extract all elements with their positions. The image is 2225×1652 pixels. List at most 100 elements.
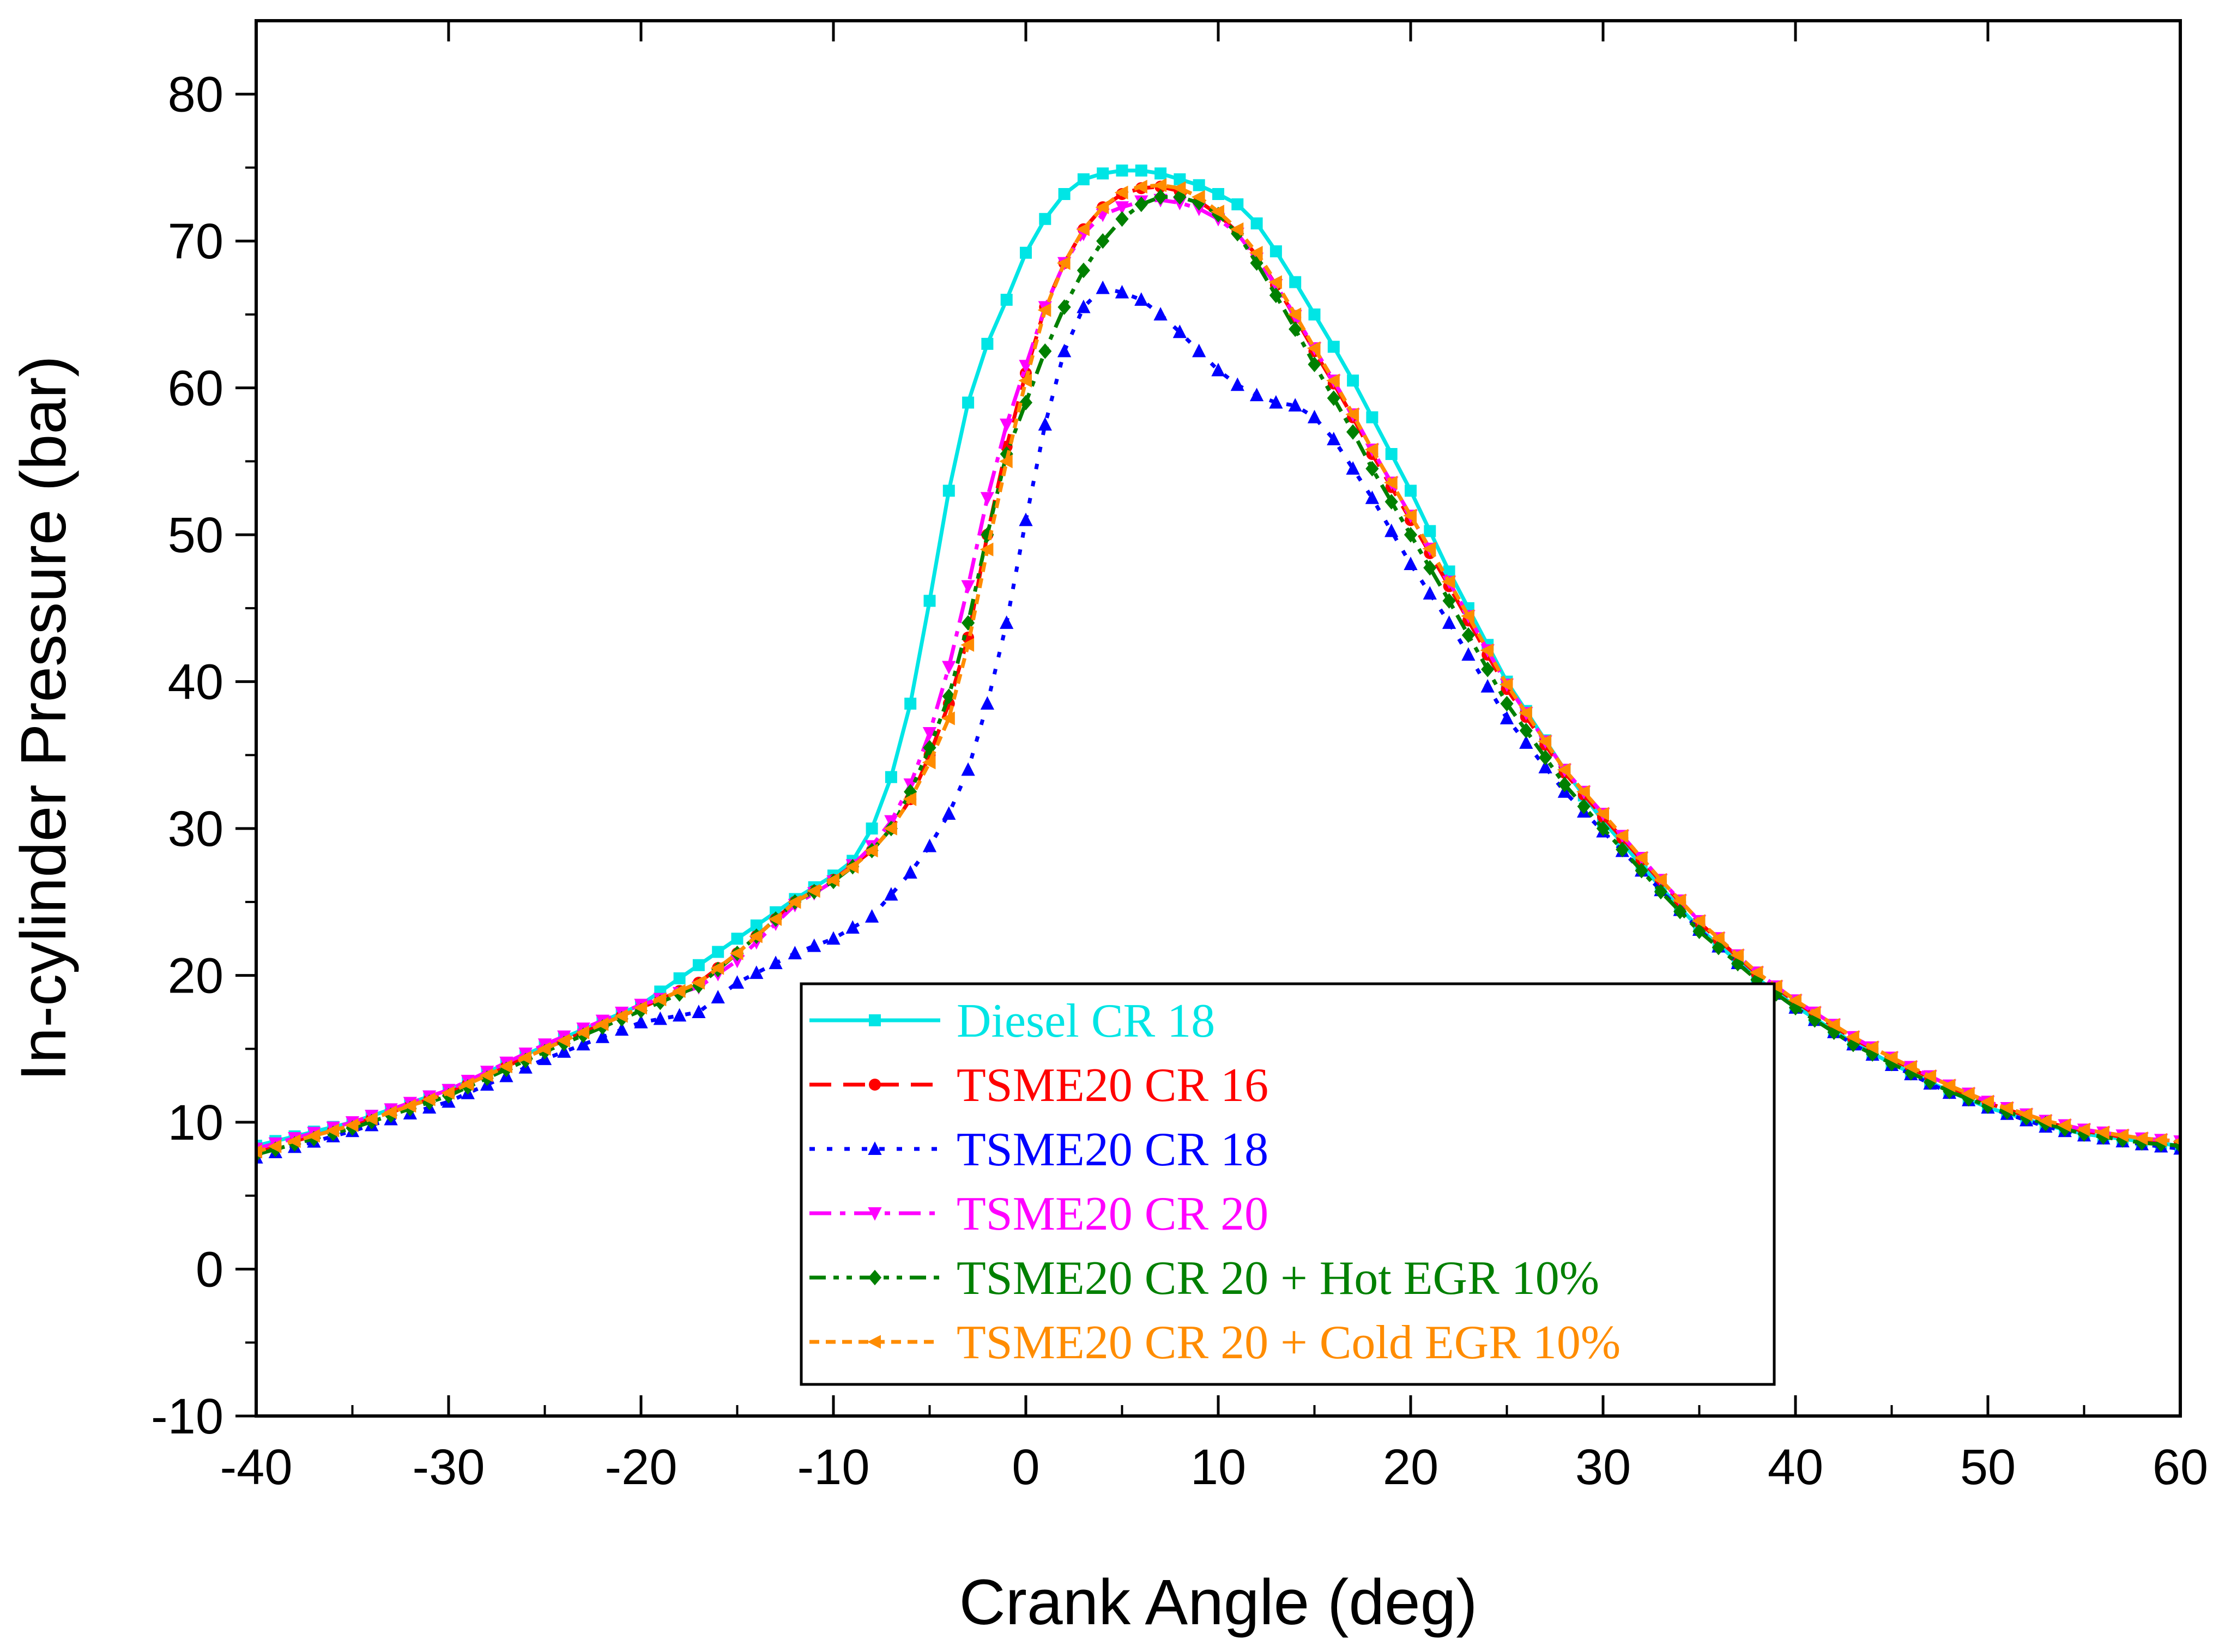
data-point (1289, 276, 1302, 288)
data-point (922, 838, 937, 852)
data-point (2134, 1131, 2148, 1146)
legend-marker (868, 1207, 882, 1221)
data-point (383, 1105, 397, 1120)
y-tick-label: 10 (168, 1095, 223, 1151)
data-point (731, 933, 743, 945)
legend-marker (869, 1014, 881, 1026)
data-point (1634, 851, 1648, 865)
x-axis-title: Crank Angle (deg) (959, 1566, 1477, 1638)
data-point (1481, 661, 1495, 677)
data-point (1327, 341, 1340, 353)
data-point (2038, 1114, 2052, 1128)
data-point (1654, 884, 1667, 900)
data-point (2057, 1118, 2071, 1133)
data-point (1672, 893, 1686, 907)
data-point (1884, 1050, 1898, 1065)
x-tick-label: 40 (1768, 1439, 1823, 1495)
data-point (1096, 233, 1110, 249)
data-point (923, 595, 936, 607)
legend-entry: TSME20 CR 20 + Cold EGR 10% (809, 1316, 1621, 1369)
data-point (1327, 390, 1340, 406)
data-point (1115, 201, 1129, 215)
data-point (1922, 1069, 1937, 1084)
data-point (1404, 527, 1418, 543)
data-point (576, 1025, 590, 1039)
data-point (999, 454, 1013, 469)
data-point (1365, 491, 1380, 504)
data-point (1211, 362, 1225, 377)
data-point (1153, 178, 1167, 192)
data-point (633, 1001, 647, 1015)
data-point (1423, 586, 1437, 600)
y-tick-label: 50 (168, 507, 223, 563)
data-point (1114, 185, 1128, 199)
data-point (712, 946, 724, 958)
data-point (1558, 776, 1571, 792)
data-point (499, 1060, 512, 1074)
series-tsme20-cr-20-cold-egr-10- (256, 178, 2180, 1159)
data-point (2096, 1125, 2109, 1140)
data-point (1903, 1060, 1917, 1074)
data-point (692, 1004, 706, 1018)
data-point (614, 1009, 628, 1023)
data-point (980, 492, 995, 506)
y-axis-title: In-cylinder Pressure (bar) (8, 355, 80, 1081)
data-point (1115, 285, 1129, 299)
data-point (866, 822, 878, 835)
data-point (1018, 373, 1032, 388)
data-point (1499, 677, 1513, 692)
data-point (1095, 200, 1109, 214)
legend-entry: Diesel CR 18 (809, 995, 1215, 1048)
data-point (1346, 461, 1360, 475)
data-point (904, 698, 917, 710)
data-point (1519, 706, 1532, 720)
data-point (1961, 1086, 1975, 1101)
data-point (845, 920, 860, 934)
data-point (1076, 222, 1090, 237)
data-point (615, 1022, 629, 1036)
data-point (1383, 475, 1398, 490)
data-point (479, 1068, 493, 1082)
data-point (749, 929, 763, 943)
data-point (1172, 324, 1187, 338)
data-point (1635, 863, 1648, 879)
data-point (441, 1086, 455, 1100)
data-point (962, 396, 975, 409)
legend-label: TSME20 CR 18 (957, 1123, 1268, 1176)
data-point (1557, 763, 1571, 777)
data-point (1826, 1018, 1840, 1032)
data-point (1423, 560, 1437, 576)
data-point (1788, 993, 1801, 1008)
data-point (402, 1099, 416, 1113)
data-point (942, 688, 956, 704)
data-point (1365, 461, 1379, 477)
data-point (1193, 179, 1205, 191)
data-point (787, 895, 801, 909)
data-point (1134, 292, 1148, 306)
data-point (2173, 1137, 2180, 1146)
legend-marker (868, 1269, 882, 1286)
data-point (537, 1042, 551, 1056)
data-point (256, 1142, 263, 1157)
data-point (460, 1077, 474, 1091)
data-point (1405, 485, 1417, 497)
data-point (1326, 373, 1340, 388)
series-line (256, 198, 2180, 1151)
data-point (1576, 785, 1590, 799)
data-point (421, 1092, 436, 1106)
data-point (1500, 711, 1514, 724)
data-point (710, 961, 724, 975)
legend-entry: TSME20 CR 16 (809, 1059, 1268, 1112)
data-point (1192, 343, 1206, 358)
data-point (960, 638, 975, 652)
data-point (1135, 164, 1147, 177)
data-point (711, 990, 725, 1003)
x-tick-label: 30 (1575, 1439, 1631, 1495)
data-point (1461, 609, 1474, 623)
y-tick-label: 40 (168, 655, 223, 710)
data-point (1077, 262, 1090, 279)
data-point (1673, 904, 1687, 919)
data-point (1366, 411, 1378, 423)
data-point (1384, 494, 1398, 510)
data-point (1057, 299, 1071, 315)
